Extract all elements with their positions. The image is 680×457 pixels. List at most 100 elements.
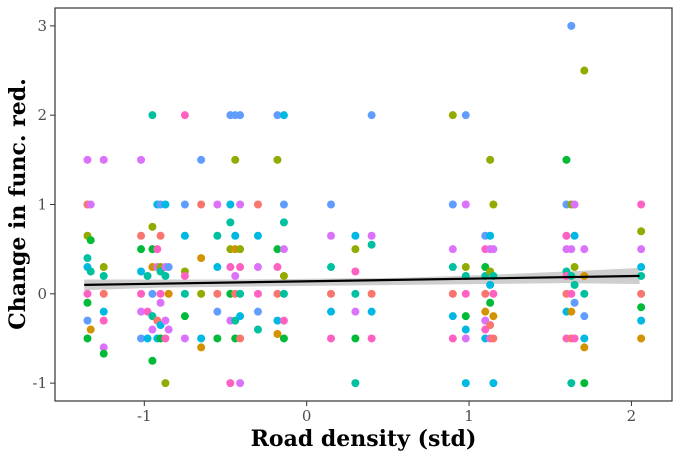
data-point [213, 263, 222, 272]
x-tick-label: 2 [627, 407, 637, 425]
data-point [489, 379, 498, 388]
y-axis: -1 0 1 2 3 [32, 17, 55, 392]
data-point [143, 271, 152, 280]
ci-band-area [84, 267, 640, 291]
data-point [226, 263, 235, 272]
data-point [197, 155, 206, 164]
data-point [164, 263, 173, 272]
data-point [351, 307, 360, 316]
data-point [83, 334, 92, 343]
data-point [580, 245, 589, 254]
data-point [327, 289, 336, 298]
data-point [137, 334, 146, 343]
data-point [327, 200, 336, 209]
data-point [448, 245, 457, 254]
data-point [327, 263, 336, 272]
data-point [637, 289, 646, 298]
data-point [637, 263, 646, 272]
data-point [137, 245, 146, 254]
data-point [562, 155, 571, 164]
data-point [279, 245, 288, 254]
data-point [580, 334, 589, 343]
data-point [83, 316, 92, 325]
y-tick-label: 2 [37, 106, 47, 124]
data-point [148, 111, 157, 120]
data-point [180, 312, 189, 321]
data-point [253, 263, 262, 272]
data-point [489, 200, 498, 209]
data-point [213, 289, 222, 298]
data-point [180, 111, 189, 120]
data-point [253, 325, 262, 334]
data-point [197, 289, 206, 298]
confidence-band [84, 267, 640, 291]
data-point [489, 289, 498, 298]
data-point [197, 254, 206, 263]
data-point [461, 325, 470, 334]
data-point [481, 289, 490, 298]
data-point [137, 289, 146, 298]
data-point [86, 267, 95, 276]
data-point [637, 271, 646, 280]
data-point [236, 289, 245, 298]
data-point [279, 289, 288, 298]
data-point [461, 312, 470, 321]
data-point [489, 334, 498, 343]
trend-line-path [84, 274, 640, 286]
data-point [448, 289, 457, 298]
data-point [637, 334, 646, 343]
data-point [367, 289, 376, 298]
data-point [99, 343, 108, 352]
data-point [226, 379, 235, 388]
data-point [273, 289, 282, 298]
data-point [236, 312, 245, 321]
data-point [637, 227, 646, 236]
data-point [273, 263, 282, 272]
data-point [327, 334, 336, 343]
data-point [448, 111, 457, 120]
data-point [273, 245, 282, 254]
data-point [567, 379, 576, 388]
data-point [461, 263, 470, 272]
data-point [580, 312, 589, 321]
data-point [327, 231, 336, 240]
data-point [486, 231, 495, 240]
data-point [367, 334, 376, 343]
data-point [180, 271, 189, 280]
data-point [580, 343, 589, 352]
data-point [161, 200, 170, 209]
data-point [486, 321, 495, 330]
data-point [448, 334, 457, 343]
data-point [489, 245, 498, 254]
data-point [197, 334, 206, 343]
data-point [570, 280, 579, 289]
data-point [461, 111, 470, 120]
data-point [567, 245, 576, 254]
data-point [164, 325, 173, 334]
data-point [486, 298, 495, 307]
data-point [164, 289, 173, 298]
data-point [481, 307, 490, 316]
data-point [180, 200, 189, 209]
data-point [279, 334, 288, 343]
y-tick-label: -1 [32, 374, 47, 392]
data-point [236, 111, 245, 120]
data-point [637, 303, 646, 312]
y-tick-label: 1 [37, 196, 47, 214]
data-point [273, 316, 282, 325]
data-point [148, 356, 157, 365]
data-point [253, 200, 262, 209]
data-point [279, 200, 288, 209]
y-tick-label: 3 [37, 17, 47, 35]
data-point [351, 267, 360, 276]
data-point [461, 334, 470, 343]
data-point [83, 155, 92, 164]
data-point [448, 200, 457, 209]
x-tick-label: -1 [137, 407, 152, 425]
data-point [279, 316, 288, 325]
data-point [148, 289, 157, 298]
data-point [83, 298, 92, 307]
data-point [279, 218, 288, 227]
data-point [99, 155, 108, 164]
